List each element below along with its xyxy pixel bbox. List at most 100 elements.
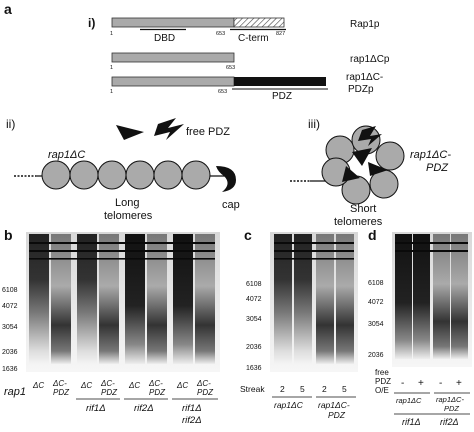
gel-d-oe: + bbox=[456, 378, 462, 389]
iii-pdz-bolt bbox=[358, 126, 382, 146]
rap1dc-start: 1 bbox=[110, 65, 113, 71]
panel-label-c: c bbox=[244, 227, 252, 243]
gel-b-lane-label: PDZ bbox=[149, 388, 166, 397]
gel-d-oe: - bbox=[439, 378, 442, 389]
rap1p-mid: 653 bbox=[216, 31, 225, 37]
gel-d-lane bbox=[433, 234, 450, 359]
gel-c-streak: 2 bbox=[322, 384, 327, 394]
gel-b-lane-label: ΔC- bbox=[196, 379, 211, 388]
construct-rap1dc: 1 653 rap1ΔCp bbox=[110, 52, 390, 71]
long-telomeres-2: telomeres bbox=[104, 210, 153, 222]
gel-b-genotype: rif1Δ bbox=[182, 403, 202, 414]
gel-d-marker: 2036 bbox=[368, 352, 384, 359]
panel-iii-gene-2: PDZ bbox=[426, 162, 449, 174]
gel-d-lane bbox=[413, 234, 430, 359]
gel-d-marker: 3054 bbox=[368, 321, 384, 328]
panel-ii-gene: rap1ΔC bbox=[48, 149, 85, 161]
gel-b-lane-label: ΔC- bbox=[100, 379, 115, 388]
gel-d-oe: + bbox=[418, 378, 424, 389]
gel-b-lane-label: ΔC bbox=[80, 381, 92, 390]
panel-label-d: d bbox=[368, 227, 377, 243]
panel-label-a: a bbox=[4, 1, 12, 17]
panel-iii-label: iii) bbox=[308, 117, 320, 131]
gel-d-oe: - bbox=[401, 378, 404, 389]
rap1p-cterm-bar bbox=[233, 17, 285, 28]
gel-d-row-label: O/E bbox=[375, 386, 389, 395]
rap1dc-pdz-start: 1 bbox=[110, 89, 113, 95]
gel-b-lane bbox=[77, 234, 97, 364]
gel-b-marker: 2036 bbox=[2, 349, 18, 356]
rap1dc-pdz-name-2: PDZp bbox=[348, 84, 374, 95]
gel-b-marker: 4072 bbox=[2, 303, 18, 310]
gel-c-marker: 3054 bbox=[246, 316, 262, 323]
rap1dc-bar bbox=[111, 52, 235, 63]
panel-ii-cartoon: ii) rap1ΔC free PDZ cap Long telomeres bbox=[6, 117, 240, 222]
gel-b-lane bbox=[29, 234, 49, 364]
gel-c-streak: 5 bbox=[342, 384, 347, 394]
gel-b-lane-label: ΔC bbox=[32, 381, 44, 390]
gel-b-lane bbox=[147, 234, 167, 364]
gel-b-marker: 6108 bbox=[2, 287, 18, 294]
ii-rap1-bead bbox=[181, 160, 211, 190]
long-telomeres-1: Long bbox=[115, 197, 139, 209]
rap1dc-end: 653 bbox=[226, 65, 235, 71]
gel-b-lane bbox=[125, 234, 145, 364]
gel-b-genotype: rif2Δ bbox=[182, 415, 202, 426]
gel-c-genotype: rap1ΔC- bbox=[318, 400, 350, 410]
rap1p-start: 1 bbox=[110, 31, 113, 37]
gel-c-marker: 1636 bbox=[246, 365, 262, 372]
gel-c-marker: 4072 bbox=[246, 296, 262, 303]
panel-label-b: b bbox=[4, 227, 13, 243]
gel-c-lane bbox=[294, 234, 312, 364]
gel-c-lane bbox=[274, 234, 292, 364]
gel-b-lane bbox=[99, 234, 119, 364]
rap1p-name: Rap1p bbox=[350, 19, 380, 30]
gel-b-row-label: rap1 bbox=[4, 386, 26, 398]
short-telomeres-2: telomeres bbox=[334, 216, 383, 228]
cterm-label: C-term bbox=[238, 33, 269, 44]
gel-b: 6108 4072 3054 2036 1636 bbox=[2, 232, 220, 373]
dbd-label: DBD bbox=[154, 33, 175, 44]
gel-d-bottom-genotype: rif2Δ bbox=[440, 417, 459, 427]
gel-d-genotype: rap1ΔC- bbox=[436, 395, 464, 404]
ii-rap1-bead bbox=[97, 160, 127, 190]
gel-c-streak: 5 bbox=[300, 384, 305, 394]
gel-b-lane bbox=[51, 234, 71, 364]
gel-b-lane bbox=[195, 234, 215, 364]
gel-b-lane-label: ΔC bbox=[128, 381, 140, 390]
free-pdz-label: free PDZ bbox=[186, 126, 230, 138]
gel-d-marker: 4072 bbox=[368, 299, 384, 306]
pdz-label: PDZ bbox=[272, 91, 292, 102]
gel-b-lane-label: ΔC- bbox=[52, 379, 67, 388]
gel-b-marker: 1636 bbox=[2, 366, 18, 373]
rap1dc-pdz-core-bar bbox=[111, 76, 235, 87]
telomere-cap bbox=[216, 166, 236, 192]
gel-c-streak: 2 bbox=[280, 384, 285, 394]
gel-d-row-label: PDZ bbox=[375, 377, 391, 386]
pdz-domain-bar bbox=[234, 77, 326, 86]
gel-d-marker: 6108 bbox=[368, 280, 384, 287]
gel-b-bands bbox=[29, 242, 215, 260]
ii-rap1-bead bbox=[153, 160, 183, 190]
ii-rap1-bead bbox=[125, 160, 155, 190]
construct-rap1p: 1 653 827 DBD C-term Rap1p bbox=[110, 17, 380, 44]
gel-c-bands bbox=[274, 242, 354, 260]
gel-b-lane-label: PDZ bbox=[53, 388, 70, 397]
rap1p-end: 827 bbox=[276, 31, 285, 37]
gel-c-lane bbox=[336, 234, 354, 364]
panel-ii-label: ii) bbox=[6, 117, 15, 131]
gel-c-row-label: Streak bbox=[240, 384, 265, 394]
gel-c-marker: 2036 bbox=[246, 344, 262, 351]
iii-pdz-wedge bbox=[342, 166, 360, 182]
rap1dc-pdz-name-1: rap1ΔC- bbox=[346, 72, 383, 83]
gel-b-lane bbox=[173, 234, 193, 364]
free-pdz-wedge-1 bbox=[116, 125, 144, 140]
gel-d-row-label: free bbox=[375, 368, 389, 377]
gel-b-genotype: rif1Δ bbox=[86, 403, 106, 414]
gel-c-genotype: PDZ bbox=[328, 410, 346, 420]
gel-d-lane bbox=[451, 234, 468, 359]
gel-d-bottom-genotype: rif1Δ bbox=[402, 417, 421, 427]
panel-iii-gene-1: rap1ΔC- bbox=[410, 149, 451, 161]
gel-d-lane bbox=[395, 234, 412, 359]
